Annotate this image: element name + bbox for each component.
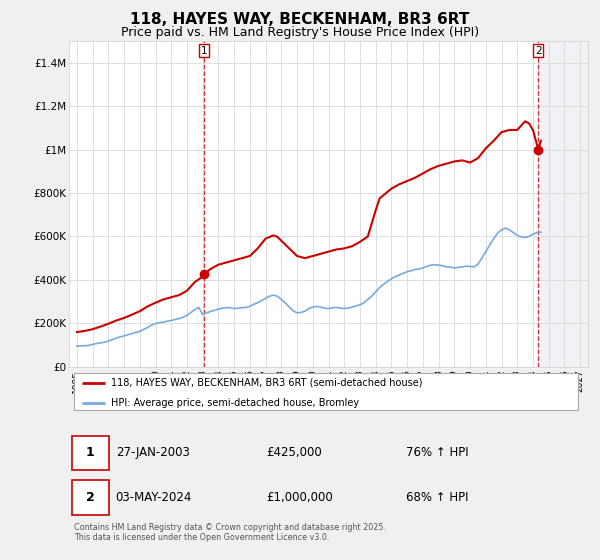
Text: £1,000,000: £1,000,000 (266, 491, 333, 504)
Text: 2: 2 (535, 46, 542, 56)
Text: 1: 1 (86, 446, 95, 459)
Text: Contains HM Land Registry data © Crown copyright and database right 2025.
This d: Contains HM Land Registry data © Crown c… (74, 522, 386, 542)
Text: 68% ↑ HPI: 68% ↑ HPI (406, 491, 469, 504)
FancyBboxPatch shape (71, 436, 109, 470)
Text: Price paid vs. HM Land Registry's House Price Index (HPI): Price paid vs. HM Land Registry's House … (121, 26, 479, 39)
Text: 03-MAY-2024: 03-MAY-2024 (116, 491, 192, 504)
Text: 2: 2 (86, 491, 95, 504)
FancyBboxPatch shape (74, 373, 578, 410)
Text: 118, HAYES WAY, BECKENHAM, BR3 6RT: 118, HAYES WAY, BECKENHAM, BR3 6RT (130, 12, 470, 27)
Text: £425,000: £425,000 (266, 446, 322, 459)
Text: 118, HAYES WAY, BECKENHAM, BR3 6RT (semi-detached house): 118, HAYES WAY, BECKENHAM, BR3 6RT (semi… (110, 377, 422, 388)
Text: HPI: Average price, semi-detached house, Bromley: HPI: Average price, semi-detached house,… (110, 398, 359, 408)
FancyBboxPatch shape (71, 480, 109, 515)
Text: 27-JAN-2003: 27-JAN-2003 (116, 446, 190, 459)
Text: 76% ↑ HPI: 76% ↑ HPI (406, 446, 469, 459)
Bar (538, 41, 588, 367)
Text: 1: 1 (200, 46, 207, 56)
